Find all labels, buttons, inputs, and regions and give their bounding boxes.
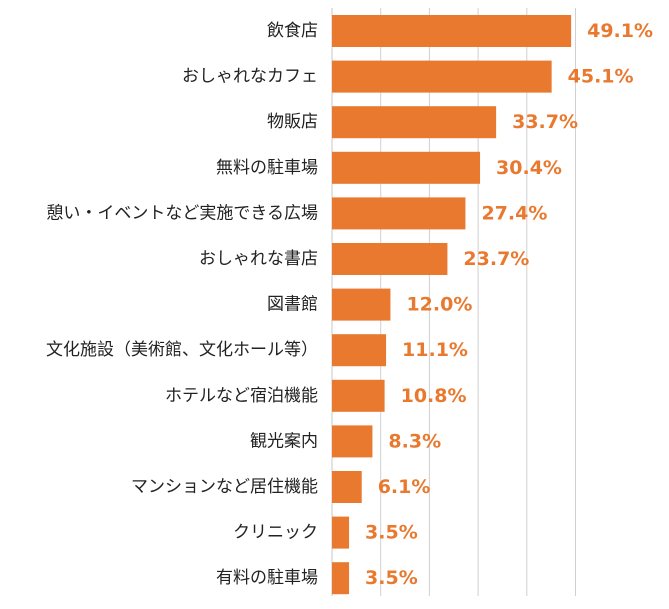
category-label: 文化施設（美術館、文化ホール等） — [46, 340, 318, 360]
value-label: 33.7% — [512, 111, 578, 133]
bar — [332, 334, 387, 367]
category-label: マンションなど居住機能 — [131, 477, 318, 497]
category-label: 飲食店 — [267, 21, 318, 41]
value-labels: 49.1% 45.1% 33.7% 30.4% 27.4% 23.7% 12.0% 11.1%… — [365, 20, 653, 589]
category-label: 物販店 — [267, 112, 318, 132]
category-label: クリニック — [233, 523, 318, 543]
value-label: 23.7% — [463, 248, 529, 270]
bar — [332, 288, 391, 321]
category-label: ホテルなど宿泊機能 — [165, 386, 318, 406]
category-label: おしゃれなカフェ — [182, 67, 318, 87]
bar — [332, 379, 385, 412]
value-label: 45.1% — [568, 66, 634, 88]
bar — [332, 197, 466, 230]
category-label: 観光案内 — [250, 431, 318, 451]
value-label: 10.8% — [401, 385, 467, 407]
bar — [332, 516, 350, 549]
bars — [332, 15, 572, 595]
bar — [332, 151, 481, 184]
bar — [332, 471, 362, 503]
category-label: 無料の駐車場 — [216, 158, 318, 178]
category-label: おしゃれな書店 — [199, 249, 318, 269]
value-label: 49.1% — [587, 20, 653, 42]
value-label: 8.3% — [388, 430, 441, 452]
value-label: 3.5% — [365, 522, 418, 544]
bar — [332, 106, 497, 139]
bar — [332, 562, 350, 595]
value-label: 3.5% — [365, 567, 418, 589]
bar — [332, 243, 448, 275]
category-label: 図書館 — [267, 295, 318, 315]
value-label: 11.1% — [402, 339, 468, 361]
category-label: 有料の駐車場 — [216, 568, 318, 588]
bar — [332, 425, 373, 458]
category-label: 憩い・イベントなど実施できる広場 — [46, 203, 318, 223]
bar — [332, 60, 552, 93]
value-label: 12.0% — [406, 294, 472, 316]
value-label: 6.1% — [378, 476, 431, 498]
value-label: 27.4% — [481, 202, 547, 224]
value-label: 30.4% — [496, 157, 562, 179]
bar — [332, 15, 572, 47]
category-labels: 飲食店おしゃれなカフェ物販店無料の駐車場憩い・イベントなど実施できる広場おしゃれ… — [46, 21, 318, 588]
